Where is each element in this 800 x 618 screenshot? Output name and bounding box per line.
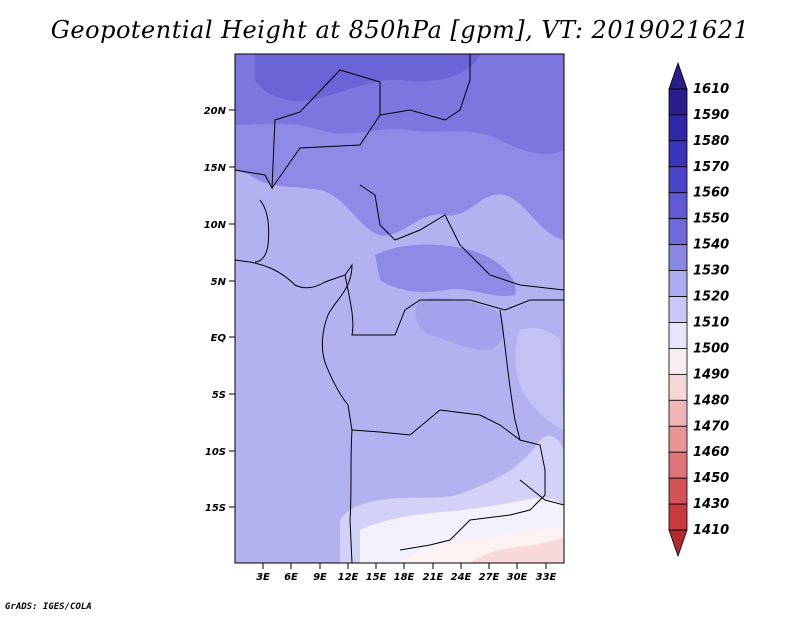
lon-label: 9E: [313, 572, 327, 583]
colorbar-segment: [668, 88, 688, 116]
coastlines-borders: [235, 54, 564, 563]
colorbar-segment: [668, 244, 688, 271]
colorbar-segment: [668, 529, 688, 558]
colorbar-segment: [668, 140, 688, 168]
colorbar-label: 1580: [693, 134, 729, 149]
lon-label: 18E: [394, 572, 415, 583]
colorbar-label: 1540: [693, 238, 729, 253]
grads-credit: GrADS: IGES/COLA: [5, 602, 92, 612]
colorbar-segment: [668, 503, 688, 531]
colorbar-label: 1490: [693, 367, 729, 382]
colorbar-segment: [668, 373, 688, 401]
latitude-axis: 20N 15N 10N 5N EQ 5S 10S 15S: [204, 106, 235, 514]
colorbar-segment: [668, 477, 688, 505]
colorbar-label: 1550: [693, 212, 729, 227]
colorbar-label: 1510: [693, 315, 729, 330]
lat-label: 20N: [204, 106, 227, 117]
colorbar-segment: [668, 425, 688, 453]
colorbar-label: 1410: [693, 523, 729, 538]
colorbar-label: 1570: [693, 160, 729, 175]
map-title: Geopotential Height at 850hPa [gpm], VT:…: [50, 16, 750, 44]
colorbar-segment: [668, 348, 688, 375]
colorbar: 1610 1590 1580 1570 1560 1550 1540 1530 1520 1510…: [668, 61, 729, 558]
colorbar-label: 1480: [693, 393, 729, 408]
colorbar-label: 1500: [693, 341, 729, 356]
lat-label: 15N: [204, 163, 227, 174]
colorbar-label: 1460: [693, 445, 729, 460]
colorbar-segment: [668, 399, 688, 427]
lon-label: 30E: [507, 572, 528, 583]
map-frame: [234, 53, 565, 564]
colorbar-segment: [668, 451, 688, 479]
lat-label: 10N: [204, 220, 227, 231]
colorbar-label: 1520: [693, 290, 729, 305]
lon-label: 24E: [451, 572, 472, 583]
colorbar-segment: [668, 270, 688, 297]
lat-label: 10S: [205, 447, 226, 458]
lat-label: 15S: [205, 503, 226, 514]
colorbar-segment: [668, 296, 688, 323]
lon-label: 33E: [536, 572, 557, 583]
lon-label: 27E: [479, 572, 500, 583]
colorbar-label: 1450: [693, 471, 729, 486]
colorbar-segment: [668, 218, 688, 246]
lat-label: 5N: [211, 277, 227, 288]
longitude-axis: 3E 6E 9E 12E 15E 18E 21E 24E 27E 30E 33E: [256, 563, 557, 583]
colorbar-label: 1610: [693, 82, 729, 97]
lon-label: 6E: [284, 572, 298, 583]
lon-label: 15E: [366, 572, 387, 583]
lon-label: 3E: [256, 572, 270, 583]
colorbar-segment: [668, 166, 688, 194]
lon-label: 12E: [338, 572, 359, 583]
colorbar-label: 1530: [693, 264, 729, 279]
colorbar-label: 1470: [693, 419, 729, 434]
colorbar-label: 1430: [693, 497, 729, 512]
colorbar-segment: [668, 322, 688, 349]
colorbar-label: 1560: [693, 186, 729, 201]
colorbar-label: 1590: [693, 108, 729, 123]
colorbar-segment: [668, 61, 688, 90]
lat-label: 5S: [212, 390, 226, 401]
lat-label: EQ: [211, 333, 227, 344]
geopotential-field: [235, 54, 564, 563]
colorbar-segment: [668, 114, 688, 142]
colorbar-segment: [668, 192, 688, 220]
lon-label: 21E: [423, 572, 444, 583]
